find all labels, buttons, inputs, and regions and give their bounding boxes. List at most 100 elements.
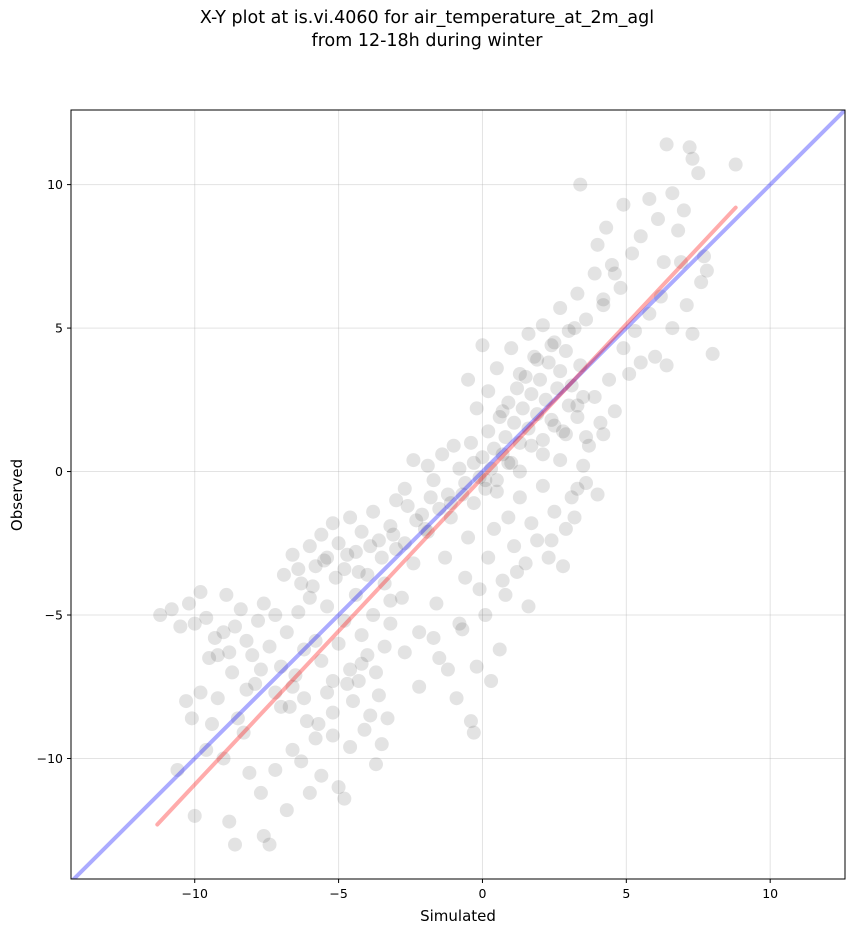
data-point (495, 447, 510, 462)
data-point (558, 521, 573, 536)
data-point (377, 639, 392, 654)
data-point (325, 728, 340, 743)
data-point (685, 326, 700, 341)
data-point (469, 659, 484, 674)
data-point (455, 487, 470, 502)
data-point (210, 648, 225, 663)
data-point (305, 579, 320, 594)
data-point (308, 633, 323, 648)
data-point (567, 510, 582, 525)
data-point (262, 639, 277, 654)
data-point (469, 401, 484, 416)
data-point (489, 484, 504, 499)
y-tick-label: 0 (55, 464, 63, 479)
data-point (507, 539, 522, 554)
data-point (524, 387, 539, 402)
data-point (371, 688, 386, 703)
data-point (210, 691, 225, 706)
data-point (544, 412, 559, 427)
data-point (314, 768, 329, 783)
data-point (279, 625, 294, 640)
data-point (564, 490, 579, 505)
data-point (481, 550, 496, 565)
data-point (642, 191, 657, 206)
data-point (443, 510, 458, 525)
plot-frame (70, 109, 846, 880)
data-point (440, 487, 455, 502)
data-point (348, 587, 363, 602)
data-point (489, 361, 504, 376)
data-point (596, 292, 611, 307)
data-point (216, 751, 231, 766)
data-point (417, 521, 432, 536)
data-point (699, 263, 714, 278)
data-point (498, 430, 513, 445)
chart-title: X-Y plot at is.vi.4060 for air_temperatu… (199, 8, 655, 28)
data-point (337, 613, 352, 628)
data-point (170, 762, 185, 777)
data-point (596, 427, 611, 442)
data-point (331, 636, 346, 651)
data-point (581, 438, 596, 453)
data-point (366, 608, 381, 623)
data-point (607, 404, 622, 419)
data-point (363, 708, 378, 723)
data-point (656, 255, 671, 270)
y-axis-label: Observed (8, 459, 26, 531)
data-point (665, 186, 680, 201)
data-point (248, 676, 263, 691)
data-point (426, 473, 441, 488)
data-point (728, 157, 743, 172)
chart-subtitle: from 12-18h during winter (311, 31, 543, 51)
data-point (389, 542, 404, 557)
data-point (357, 722, 372, 737)
data-point (633, 229, 648, 244)
y-tick-label: 5 (55, 321, 63, 336)
data-point (492, 642, 507, 657)
data-point (547, 335, 562, 350)
data-point (478, 608, 493, 623)
data-point (374, 550, 389, 565)
data-point (685, 151, 700, 166)
data-point (524, 516, 539, 531)
data-point (691, 166, 706, 181)
grid (71, 110, 845, 879)
data-point (360, 567, 375, 582)
data-point (389, 493, 404, 508)
data-point (222, 645, 237, 660)
data-point (274, 699, 289, 714)
data-point (187, 616, 202, 631)
data-point (463, 714, 478, 729)
data-point (679, 298, 694, 313)
data-point (308, 731, 323, 746)
data-point (311, 717, 326, 732)
x-tick-label: −10 (182, 886, 208, 901)
data-point (616, 197, 631, 212)
data-point (285, 547, 300, 562)
data-point (553, 300, 568, 315)
data-point (337, 791, 352, 806)
data-point (512, 464, 527, 479)
data-point (360, 648, 375, 663)
data-point (262, 837, 277, 852)
data-point (193, 685, 208, 700)
data-point (383, 593, 398, 608)
data-point (179, 694, 194, 709)
data-point (541, 550, 556, 565)
x-tick-label: 5 (622, 886, 630, 901)
data-point (558, 427, 573, 442)
data-point (299, 714, 314, 729)
data-point (478, 473, 493, 488)
data-point (492, 410, 507, 425)
data-point (415, 507, 430, 522)
data-point (331, 780, 346, 795)
data-point (397, 481, 412, 496)
data-point (164, 602, 179, 617)
data-point (368, 665, 383, 680)
data-point (268, 762, 283, 777)
data-point (576, 458, 591, 473)
data-point (590, 237, 605, 252)
data-point (228, 837, 243, 852)
data-point (607, 266, 622, 281)
